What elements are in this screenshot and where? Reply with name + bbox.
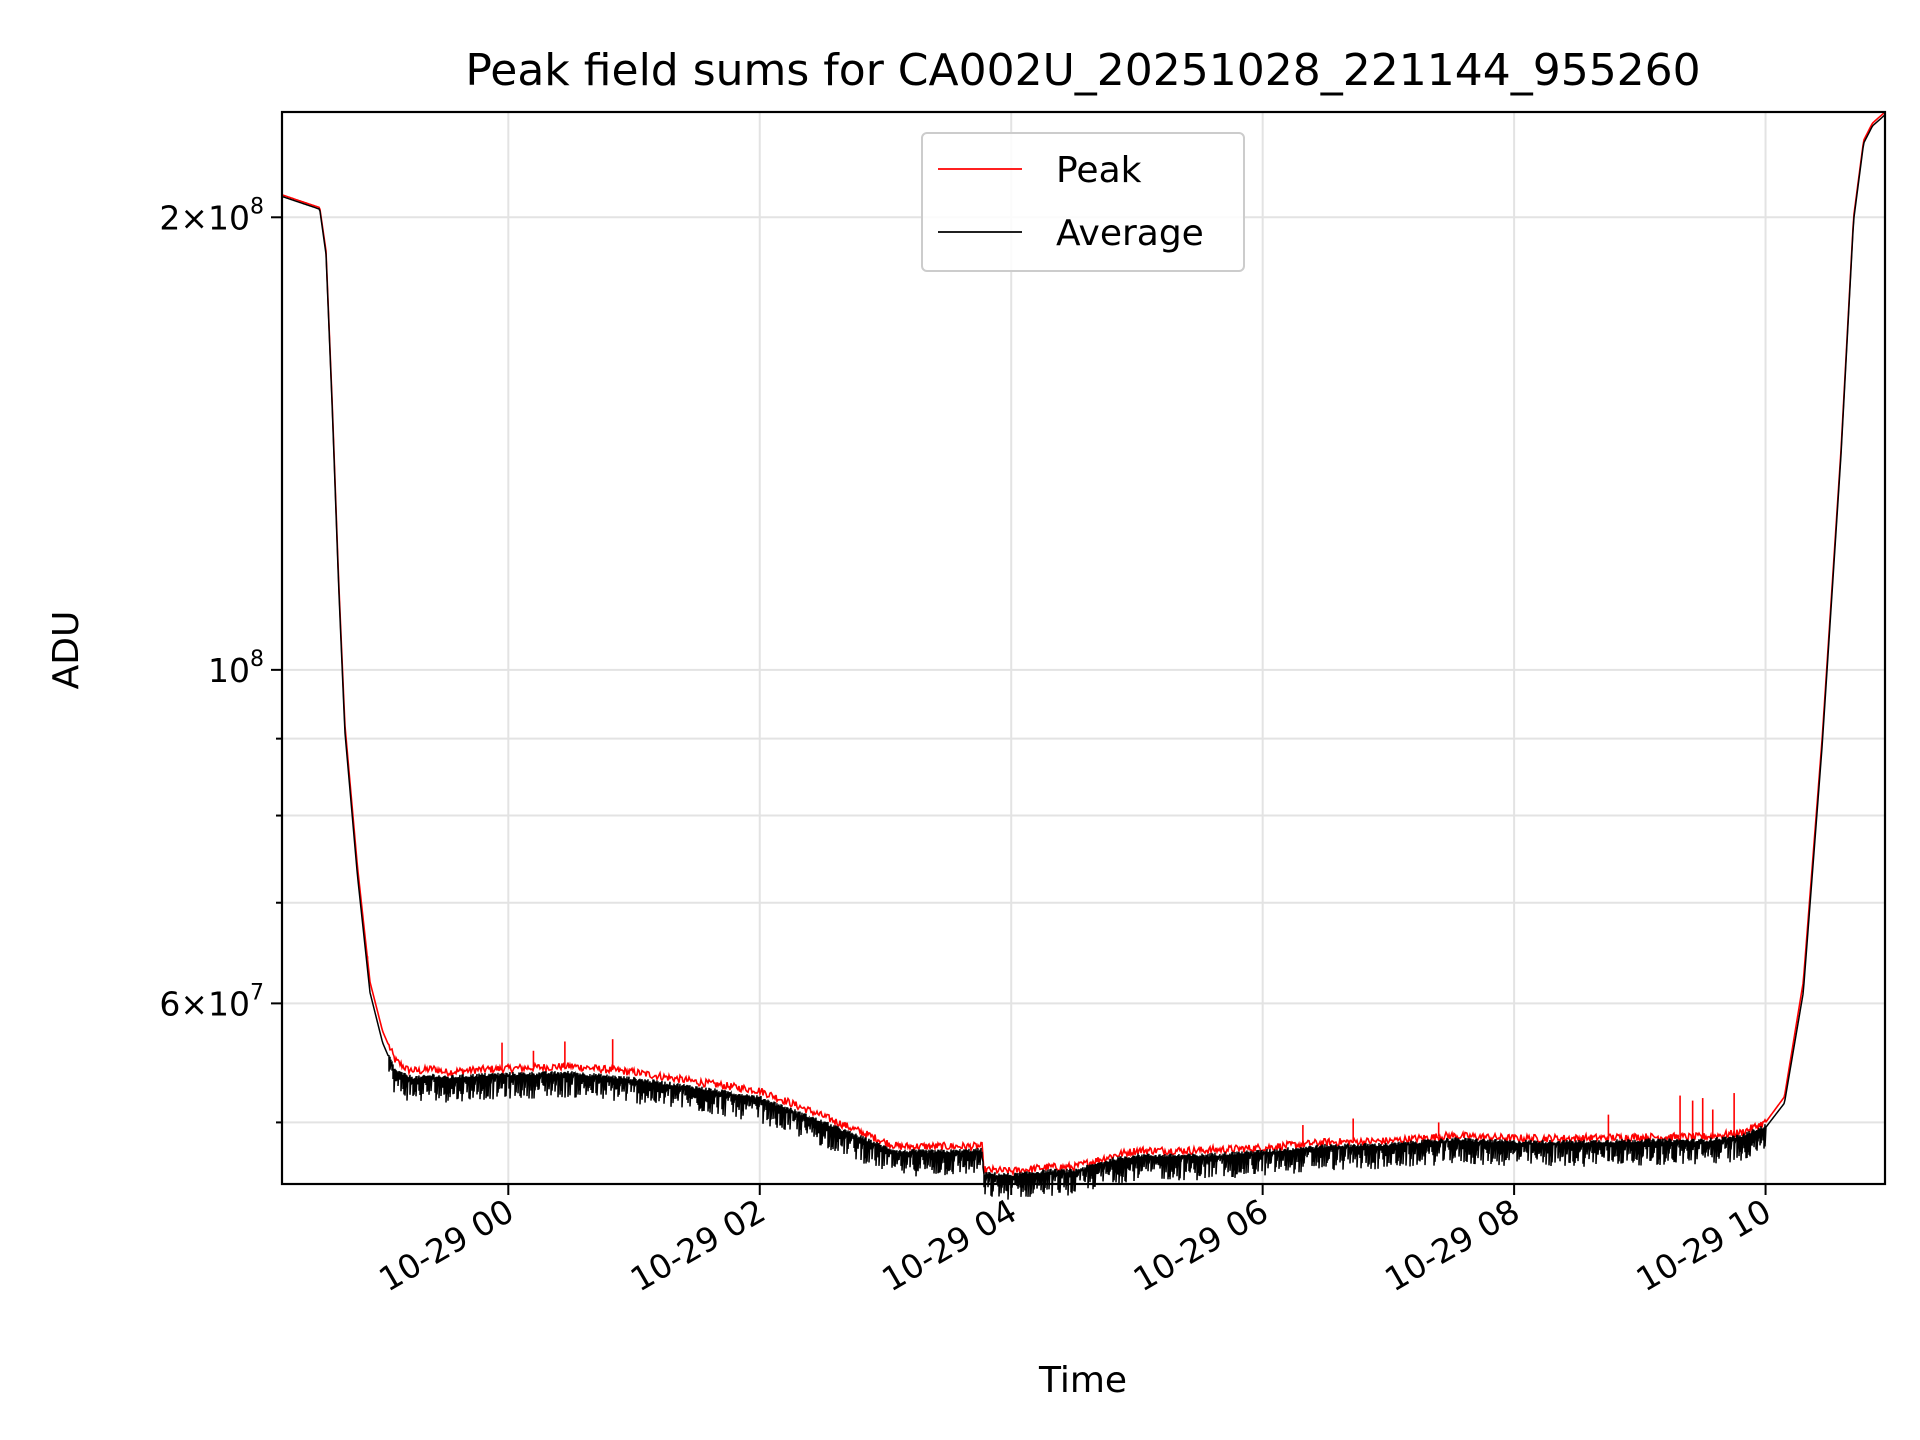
grid-lines (282, 112, 1885, 1184)
y-tick-label: 6×107 (159, 980, 264, 1023)
plot-series (281, 111, 1886, 1200)
legend: Peak Average (921, 132, 1245, 272)
y-axis-label: ADU (46, 611, 87, 690)
plot-area-frame (280, 110, 1887, 1186)
legend-label-peak: Peak (1056, 150, 1142, 191)
peak-series-line (281, 111, 1886, 1177)
chart-title: Peak field sums for CA002U_20251028_2211… (465, 45, 1700, 96)
x-axis-label: Time (1038, 1360, 1127, 1401)
legend-box (921, 132, 1245, 272)
y-tick-label: 108 (208, 647, 264, 690)
y-tick-label: 2×108 (159, 194, 264, 237)
legend-label-average: Average (1056, 213, 1204, 254)
average-series-line (281, 114, 1886, 1200)
